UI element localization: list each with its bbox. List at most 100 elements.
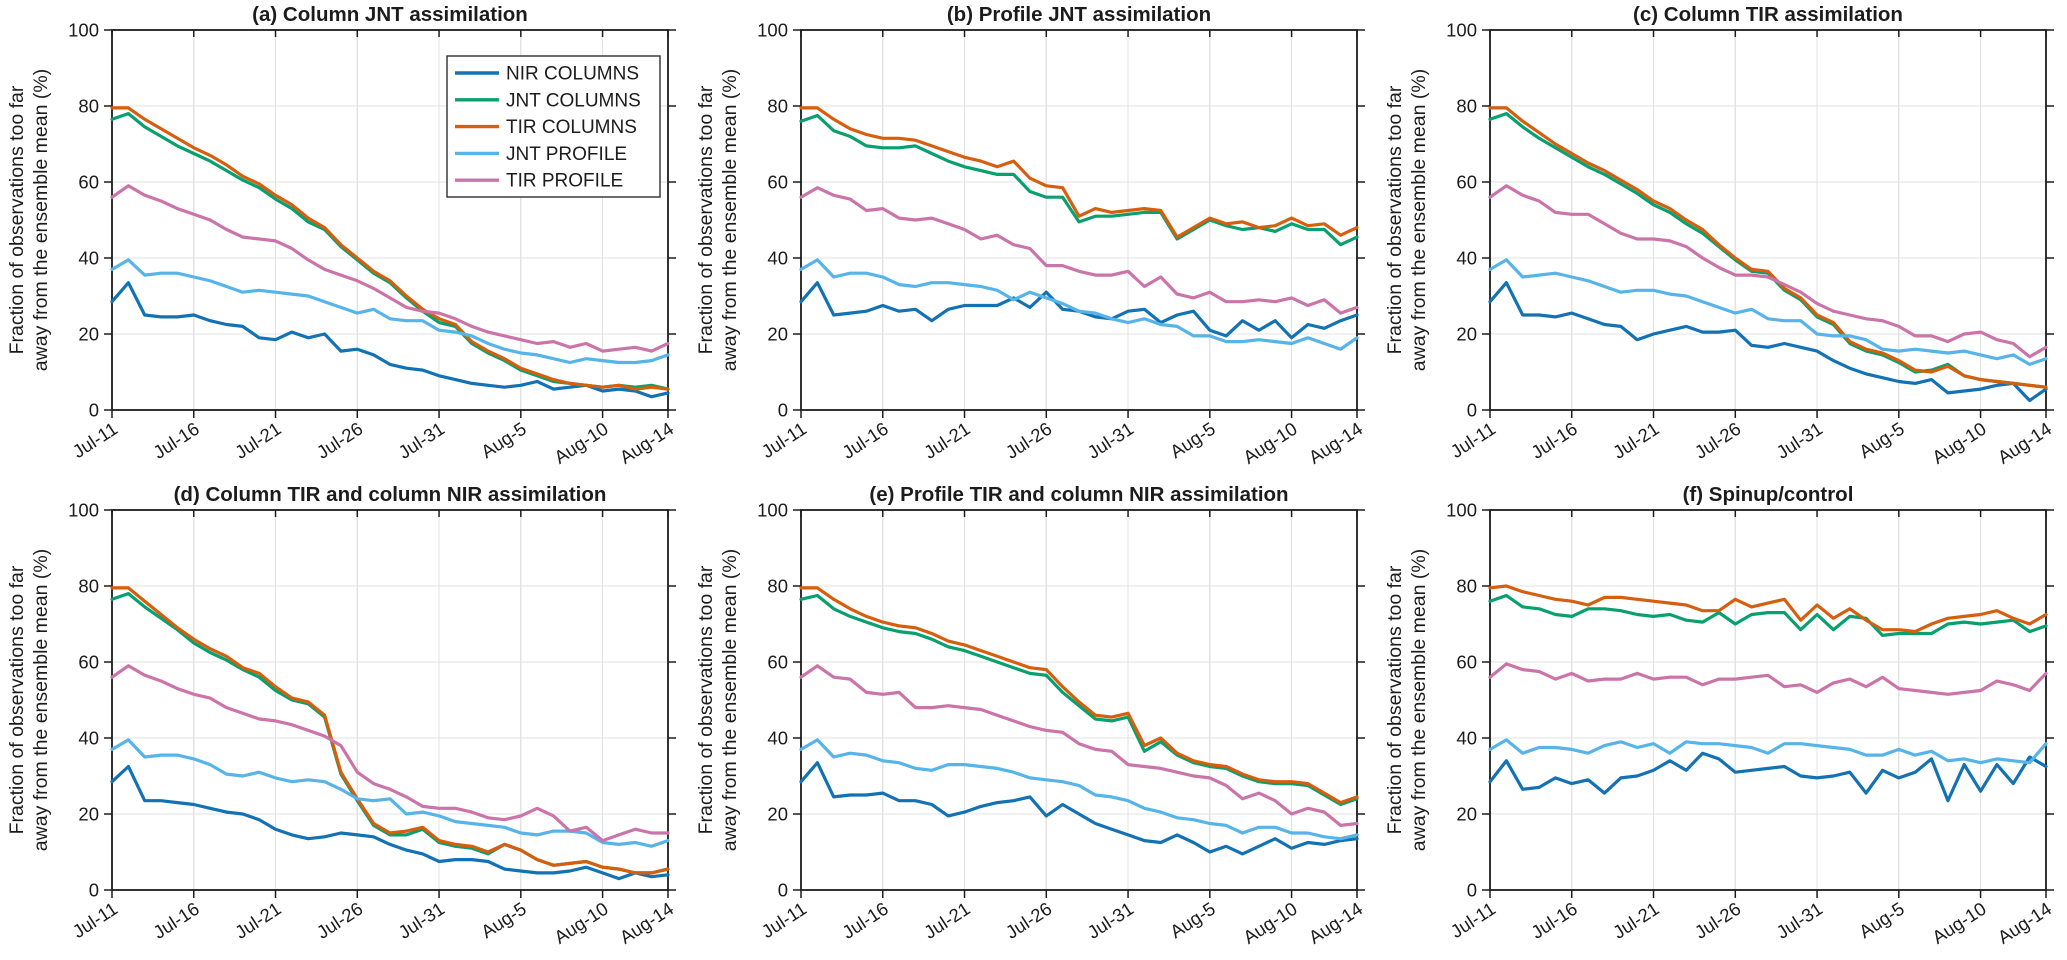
chart-panel-f: 0 20 40 60 80 100 Jul-11 Jul-16 Jul-21 Jul-26 Jul-… [1384,483,2055,948]
series-line-jnt-profile [799,258,1359,351]
x-tick-label: Aug-14 [1305,418,1366,468]
x-tick-label: Jul-31 [395,898,449,943]
y-tick-label: 60 [767,172,788,193]
legend-label: TIR COLUMNS [506,117,637,138]
y-tick-label: 0 [778,880,788,901]
series-line-jnt-columns [799,593,1359,807]
chart-panel-d: 0 20 40 60 80 100 Jul-11 Jul-16 Jul-21 Jul-26 Jul-… [6,483,677,948]
axes-box [111,29,669,411]
x-tick-label: Aug-14 [1994,418,2055,468]
y-tick-label: 20 [767,324,788,345]
x-tick-label: Aug-10 [1239,898,1300,948]
series-line-tir-profile [1488,662,2048,696]
x-tick-label: Jul-31 [395,418,449,463]
tick-marks [104,509,676,898]
x-tick-label: Jul-16 [838,418,892,463]
y-axis-label-line1: Fraction of observations too far [1384,85,1406,354]
series-line-nir-columns [110,764,670,881]
y-tick-label: 80 [1456,576,1477,597]
x-tick-label: Aug-5 [477,898,530,943]
series-line-nir-columns [799,761,1359,856]
panel-b: 0 20 40 60 80 100 Jul-11 Jul-16 Jul-21 Jul-26 Jul-… [689,0,1378,480]
y-tick-label: 60 [78,172,99,193]
series-line-jnt-profile [1488,258,2048,366]
y-tick-label: 100 [1446,500,1477,521]
x-tick-label: Jul-16 [149,418,203,463]
y-axis-label-line2: away from the ensemble mean (%) [719,549,741,851]
x-tick-label: Jul-21 [920,898,974,943]
y-axis-label-line1: Fraction of observations too far [6,85,28,354]
chart-panel-e: 0 20 40 60 80 100 Jul-11 Jul-16 Jul-21 Jul-26 Jul-… [695,483,1366,948]
x-tick-label: Aug-5 [477,418,530,463]
y-tick-label: 80 [1456,96,1477,117]
x-tick-label: Jul-26 [1002,418,1056,463]
gridlines [112,510,668,890]
series-line-nir-columns [1488,751,2048,803]
panel-c: 0 20 40 60 80 100 Jul-11 Jul-16 Jul-21 Jul-26 Jul-… [1378,0,2067,480]
series-line-tir-columns [1488,584,2048,634]
y-tick-label: 80 [78,576,99,597]
x-tick-label: Aug-10 [1239,418,1300,468]
x-tick-label: Jul-11 [758,898,811,942]
x-tick-label: Jul-26 [1691,418,1745,463]
y-tick-label: 0 [89,400,99,421]
panel-title: (e) Profile TIR and column NIR assimilat… [869,483,1288,506]
y-tick-label: 0 [778,400,788,421]
chart-panel-c: 0 20 40 60 80 100 Jul-11 Jul-16 Jul-21 Jul-26 Jul-… [1384,3,2055,468]
axes-box [800,29,1358,411]
tick-marks [1482,29,2054,418]
x-tick-label: Jul-11 [1447,418,1500,462]
series-line-nir-columns [110,281,670,399]
y-tick-label: 60 [1456,652,1477,673]
x-tick-label: Jul-11 [69,898,122,942]
panel-title: (d) Column TIR and column NIR assimilati… [174,483,607,506]
y-tick-label: 100 [68,20,99,41]
tick-labels: 0 20 40 60 80 100 Jul-11 Jul-16 Jul-21 Jul-26 Jul-… [757,20,1366,468]
panel-e: 0 20 40 60 80 100 Jul-11 Jul-16 Jul-21 Jul-26 Jul-… [689,480,1378,960]
y-tick-label: 80 [767,576,788,597]
legend-label: NIR COLUMNS [506,64,639,85]
y-tick-label: 80 [767,96,788,117]
series-line-tir-columns [110,586,670,875]
y-tick-label: 40 [1456,248,1477,269]
x-tick-label: Aug-14 [616,418,677,468]
y-tick-label: 100 [1446,20,1477,41]
x-tick-label: Jul-11 [758,418,811,462]
series-line-jnt-columns [110,591,670,875]
axes-box [111,509,669,891]
x-tick-label: Aug-14 [616,898,677,948]
axes-box [800,509,1358,891]
legend-label: JNT PROFILE [506,144,627,165]
x-tick-label: Jul-16 [1527,418,1581,463]
tick-labels: 0 20 40 60 80 100 Jul-11 Jul-16 Jul-21 Jul-26 Jul-… [757,500,1366,948]
x-tick-label: Aug-5 [1166,898,1219,943]
gridlines [1490,30,2046,410]
series-line-jnt-columns [1488,593,2048,637]
x-tick-label: Jul-21 [231,418,285,463]
y-tick-label: 100 [757,20,788,41]
x-tick-label: Jul-11 [69,418,122,462]
legend-label: JNT COLUMNS [506,90,641,111]
y-tick-label: 40 [767,248,788,269]
x-tick-label: Jul-26 [313,898,367,943]
y-axis-label-line1: Fraction of observations too far [695,85,717,354]
series-line-jnt-columns [799,113,1359,247]
y-axis-label-line1: Fraction of observations too far [6,565,28,834]
gridlines [1490,510,2046,890]
series-line-tir-profile [799,664,1359,827]
x-tick-label: Aug-10 [1928,898,1989,948]
x-tick-label: Jul-21 [1609,418,1663,463]
tick-marks [104,29,676,418]
y-tick-label: 40 [78,248,99,269]
panel-d: 0 20 40 60 80 100 Jul-11 Jul-16 Jul-21 Jul-26 Jul-… [0,480,689,960]
series-line-nir-columns [1488,281,2048,403]
series-line-tir-columns [110,106,670,391]
y-axis-label-line2: away from the ensemble mean (%) [30,69,52,371]
x-tick-label: Aug-14 [1994,898,2055,948]
x-tick-label: Jul-16 [838,898,892,943]
y-tick-label: 20 [767,804,788,825]
legend-label: TIR PROFILE [506,171,623,192]
y-tick-label: 60 [1456,172,1477,193]
y-tick-label: 40 [767,728,788,749]
y-tick-label: 0 [89,880,99,901]
